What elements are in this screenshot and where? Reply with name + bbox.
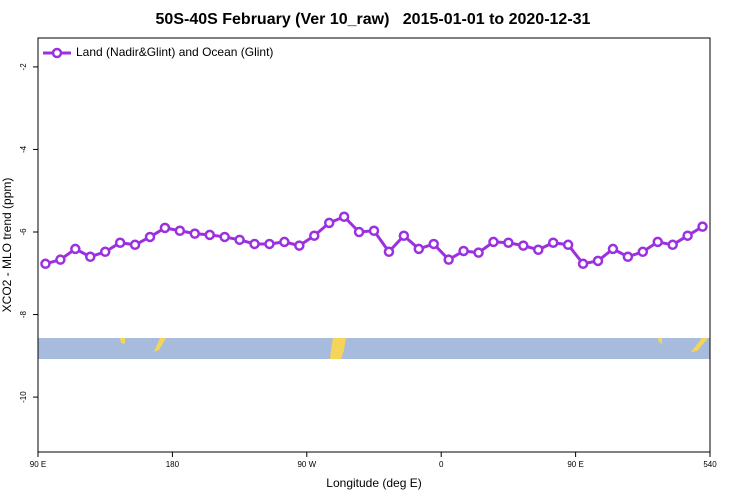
point (40, 258, 51, 270)
point (562, 239, 574, 251)
land-mask (38, 338, 710, 359)
x-tick-label: 0 (439, 460, 444, 469)
x-tick-label: 540 (703, 460, 717, 469)
y-tick-label: -4 (19, 145, 28, 153)
point (204, 229, 215, 241)
x-axis-label: Longitude (deg E) (326, 476, 421, 490)
point (159, 222, 171, 234)
point (144, 231, 156, 243)
land-patch (154, 338, 166, 352)
point (323, 217, 335, 229)
point (129, 239, 141, 251)
point (428, 238, 439, 250)
plot-frame (37, 37, 711, 453)
point (279, 236, 290, 248)
y-tick-label: -2 (19, 63, 28, 71)
point (383, 246, 395, 258)
point (398, 230, 410, 241)
land-patch (330, 338, 346, 359)
point (85, 251, 96, 263)
series-line (45, 214, 704, 266)
point (682, 230, 693, 241)
point (533, 244, 544, 255)
point (413, 243, 425, 255)
point (547, 237, 559, 248)
x-tick-label: 90 W (297, 460, 316, 469)
point (234, 234, 245, 246)
point (667, 239, 678, 251)
chart-title: 50S-40S February (Ver 10_raw) 2015-01-01… (156, 11, 591, 28)
point (368, 225, 380, 237)
point (338, 211, 350, 222)
y-tick-label: -6 (19, 228, 28, 236)
point (189, 228, 201, 239)
mask-band (38, 338, 710, 359)
point (174, 225, 186, 237)
point (592, 255, 604, 267)
point (249, 238, 260, 250)
point (652, 236, 663, 248)
point (353, 226, 365, 238)
x-tick-label: 90 E (30, 460, 46, 469)
point (697, 221, 708, 232)
point (637, 246, 649, 258)
point (488, 236, 499, 248)
point (458, 245, 469, 257)
land-patch (691, 338, 708, 352)
land-patch (120, 338, 125, 344)
point (622, 251, 634, 263)
point (99, 246, 111, 258)
point (518, 240, 529, 251)
point (503, 237, 514, 248)
point (264, 238, 275, 250)
x-tick-label: 180 (166, 460, 180, 469)
point (607, 243, 619, 255)
x-tick-label: 90 E (567, 460, 583, 469)
y-tick-label: -8 (19, 310, 28, 318)
point (309, 230, 320, 241)
land-patch (658, 338, 662, 344)
y-tick-label: -10 (19, 391, 28, 403)
point (443, 254, 454, 265)
point (294, 240, 305, 251)
legend-marker (51, 47, 63, 59)
point (577, 258, 589, 270)
y-axis-label: XCO2 - MLO trend (ppm) (0, 178, 14, 313)
point (55, 254, 66, 265)
point (70, 243, 81, 255)
point (114, 237, 126, 248)
legend-label: Land (Nadir&Glint) and Ocean (Glint) (76, 45, 273, 59)
point (219, 231, 230, 243)
point (473, 247, 484, 258)
